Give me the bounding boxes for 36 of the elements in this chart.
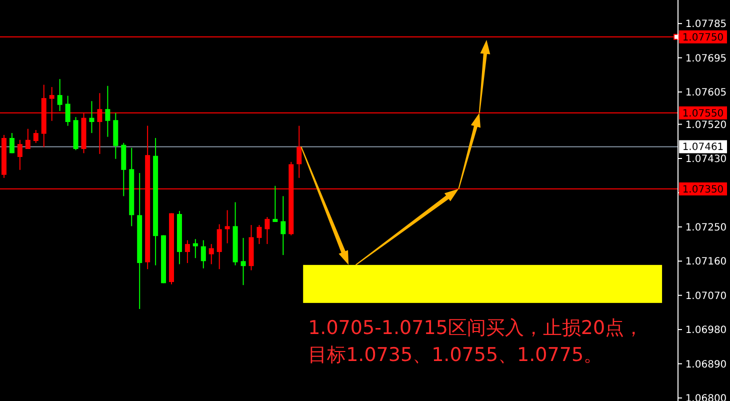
ref-line-label: 1.07750 (682, 32, 724, 44)
candlestick (65, 95, 70, 126)
annotation: 目标1.0735、1.0755、1.0775。 (308, 344, 603, 366)
candlestick (33, 129, 38, 144)
y-tick-label: 1.06980 (685, 325, 727, 336)
ref-line-label: 1.07550 (682, 108, 724, 120)
y-tick-label: 1.07250 (685, 222, 727, 234)
annotation: 1.0705-1.0715区间买入，止损20点， (308, 317, 644, 339)
y-tick-label: 1.07070 (685, 290, 727, 302)
candlestick (264, 216, 270, 245)
ref-line-label: 1.07461 (682, 142, 724, 154)
candlestick (272, 185, 278, 222)
candlestick (256, 224, 262, 245)
candlestick (240, 237, 246, 286)
y-tick-label: 1.07605 (685, 87, 727, 98)
candlestick (25, 128, 30, 150)
y-tick-label: 1.07430 (685, 154, 727, 165)
candlestick (216, 224, 222, 270)
y-tick-label: 1.07695 (685, 53, 727, 64)
y-tick-label: 1.07520 (685, 120, 727, 131)
candlestick (200, 240, 206, 269)
candlestick (89, 100, 94, 134)
candlestick (224, 210, 230, 244)
candlestick (105, 85, 110, 138)
candlestick (9, 132, 14, 154)
candlestick (208, 244, 214, 265)
candlestick (296, 125, 302, 178)
candlestick (57, 78, 62, 112)
y-tick-label: 1.06890 (685, 359, 727, 370)
candlestick (184, 240, 190, 264)
candlestick (17, 139, 22, 170)
candlestick (280, 196, 286, 256)
y-tick-label: 1.07785 (685, 19, 727, 30)
ref-line-label: 1.07350 (682, 184, 724, 196)
y-tick-label: 1.07160 (685, 256, 727, 268)
candlestick (192, 238, 198, 259)
